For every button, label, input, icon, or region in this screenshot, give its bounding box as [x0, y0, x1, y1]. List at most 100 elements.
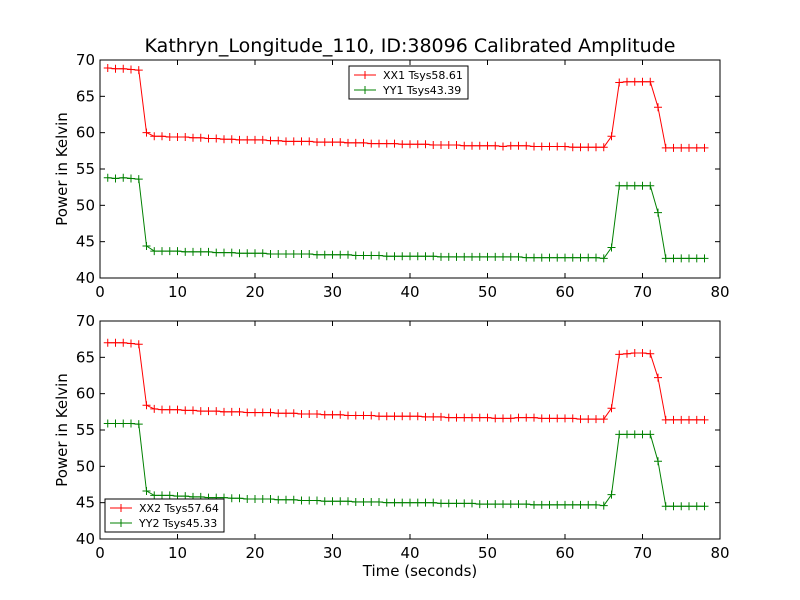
data-point-marker: [584, 253, 593, 262]
data-point-marker: [475, 141, 484, 150]
data-point-marker: [142, 128, 151, 137]
data-point-marker: [444, 141, 453, 150]
x-tick-label: 50: [478, 544, 497, 562]
y-tick-label: 45: [76, 494, 95, 512]
data-point-marker: [351, 138, 360, 147]
data-point-marker: [390, 252, 399, 261]
data-point-marker: [615, 350, 624, 359]
data-point-marker: [382, 498, 391, 507]
data-point-marker: [142, 487, 151, 496]
data-point-marker: [406, 252, 414, 261]
data-point-marker: [475, 252, 484, 261]
data-point-marker: [530, 413, 538, 422]
data-point-marker: [196, 407, 205, 416]
x-tick-label: 80: [710, 283, 729, 301]
data-point-marker: [623, 181, 631, 190]
data-point-marker: [134, 66, 143, 75]
data-point-marker: [460, 252, 469, 261]
data-point-marker: [359, 411, 368, 420]
data-point-marker: [460, 499, 469, 508]
data-point-marker: [351, 251, 360, 260]
data-point-marker: [630, 77, 639, 86]
y-tick-label: 65: [76, 87, 95, 105]
data-point-marker: [553, 253, 562, 262]
data-point-marker: [375, 497, 383, 506]
x-tick-label: 40: [400, 283, 419, 301]
data-point-marker: [212, 248, 221, 257]
data-point-marker: [413, 498, 422, 507]
series-2: [103, 173, 709, 263]
data-point-marker: [522, 413, 531, 422]
data-point-marker: [592, 253, 600, 262]
data-point-marker: [313, 138, 321, 147]
data-point-marker: [654, 208, 662, 217]
data-point-marker: [630, 181, 639, 190]
data-point-marker: [320, 250, 329, 259]
data-point-marker: [328, 497, 337, 506]
data-point-marker: [630, 348, 639, 357]
data-point-marker: [677, 254, 686, 263]
data-point-marker: [685, 502, 693, 511]
data-point-marker: [553, 500, 562, 509]
data-point-marker: [297, 496, 306, 505]
data-point-marker: [243, 495, 252, 504]
data-point-marker: [483, 252, 492, 261]
data-point-marker: [545, 414, 554, 423]
data-point-marker: [406, 412, 414, 421]
y-tick-label: 40: [76, 269, 95, 287]
data-point-marker: [537, 142, 546, 151]
data-point-marker: [576, 500, 585, 509]
data-point-marker: [499, 414, 507, 423]
data-point-marker: [266, 136, 275, 145]
data-point-marker: [189, 406, 197, 415]
data-point-marker: [700, 254, 709, 263]
data-point-marker: [429, 412, 438, 421]
data-point-marker: [475, 413, 484, 422]
data-point-marker: [468, 499, 476, 508]
data-point-marker: [398, 140, 407, 149]
data-point-marker: [421, 140, 430, 149]
data-point-marker: [103, 63, 112, 72]
data-point-marker: [623, 77, 631, 86]
data-point-marker: [289, 137, 298, 146]
data-point-marker: [646, 349, 655, 358]
data-point-marker: [258, 495, 267, 504]
data-point-marker: [452, 499, 461, 508]
data-point-marker: [220, 407, 228, 416]
data-point-marker: [460, 413, 469, 422]
y-tick-label: 50: [76, 196, 95, 214]
data-point-marker: [103, 338, 112, 347]
data-point-marker: [483, 500, 492, 509]
x-tick-label: 0: [95, 283, 105, 301]
data-point-marker: [227, 494, 236, 503]
data-point-marker: [599, 143, 608, 152]
data-point-marker: [491, 414, 500, 423]
data-point-marker: [274, 495, 283, 504]
data-point-marker: [127, 174, 135, 183]
data-point-marker: [561, 142, 569, 151]
data-point-marker: [468, 252, 476, 261]
data-point-marker: [158, 491, 166, 500]
figure-title: Kathryn_Longitude_110, ID:38096 Calibrat…: [145, 35, 676, 57]
data-point-marker: [204, 134, 213, 143]
data-point-marker: [406, 498, 414, 507]
data-point-marker: [181, 406, 190, 415]
data-point-marker: [382, 139, 391, 148]
data-point-marker: [390, 498, 399, 507]
data-point-marker: [638, 430, 647, 439]
data-point-marker: [235, 494, 244, 503]
data-point-marker: [328, 138, 337, 147]
x-tick-label: 10: [168, 544, 187, 562]
data-point-marker: [530, 253, 538, 262]
data-point-marker: [607, 243, 616, 252]
data-point-marker: [173, 133, 182, 142]
data-point-marker: [390, 412, 399, 421]
data-point-marker: [320, 138, 329, 147]
data-point-marker: [421, 252, 430, 261]
data-point-marker: [607, 404, 616, 413]
data-point-marker: [537, 414, 546, 423]
data-point-marker: [700, 415, 709, 424]
data-point-marker: [173, 247, 182, 256]
data-point-marker: [227, 135, 236, 144]
data-point-marker: [677, 143, 686, 152]
